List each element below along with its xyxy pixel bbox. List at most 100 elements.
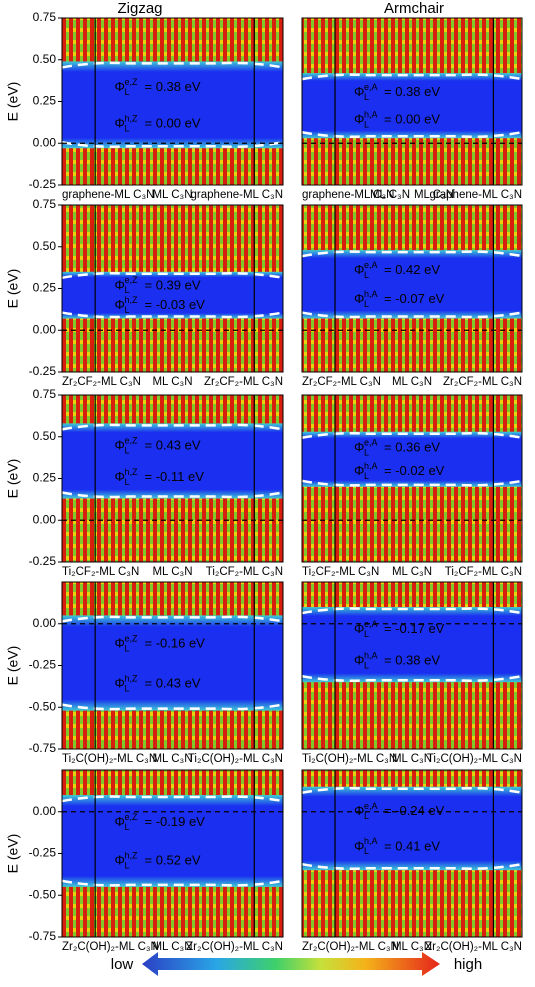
x-label: ML C₃N (152, 189, 192, 201)
annotation-value: = 0.38 eV (384, 84, 440, 99)
band-region (62, 423, 283, 499)
annotation-sup: h,A (364, 651, 378, 661)
x-label: Ti₂C(OH)₂-ML C₃N (427, 753, 522, 765)
annotation-sub: L (125, 822, 130, 832)
annotation-value: = 0.36 eV (384, 440, 440, 455)
column-title: Armchair (384, 0, 444, 17)
annotation-sup: e,A (364, 801, 378, 811)
panel: Φ Le,A = 0.38 eVΦ Lh,A = 0.00 eVgraphene-ML … (301, 17, 523, 201)
annotation-sup: e,Z (125, 275, 139, 285)
band-edge (301, 862, 523, 870)
x-label: graphene-ML C₃N (430, 189, 522, 201)
annotation-value: = 0.52 eV (145, 853, 201, 868)
annotation-value: = -0.11 eV (145, 469, 205, 484)
annotation-symbol: Φ (354, 803, 364, 818)
annotation-value: = 0.42 eV (384, 262, 440, 277)
x-label: Zr₂CF₂-ML C₃N (443, 376, 522, 388)
annotation-sup: e,Z (125, 435, 139, 445)
panel: Φ Le,A = -0.17 eVΦ Lh,A = 0.38 eVTi₂C(OH)₂-M… (301, 581, 523, 765)
colorbar-low: low (111, 956, 134, 973)
y-tick-label: 0.00 (33, 512, 57, 526)
y-tick-label: 0.25 (33, 94, 57, 108)
band-edge (301, 131, 523, 138)
y-tick-label: -0.75 (29, 741, 57, 755)
y-tick-label: 0.50 (33, 239, 57, 253)
annotation-symbol: Φ (354, 463, 364, 478)
band-region (62, 615, 283, 711)
y-tick-label: -0.50 (29, 699, 57, 713)
frame (301, 581, 523, 750)
y-axis-label: E (eV) (5, 646, 21, 686)
annotation-sub: L (364, 846, 369, 856)
x-label: Zr₂CF₂-ML C₃N (302, 376, 381, 388)
annotation-sub: L (364, 661, 369, 671)
annotation-value: = -0.07 eV (384, 291, 445, 306)
annotation-value: = -0.17 eV (384, 621, 445, 636)
y-tick-label: 0.50 (33, 52, 57, 66)
annotation-sup: e,A (364, 619, 378, 629)
panel: Φ Le,A = -0.24 eVΦ Lh,A = 0.41 eVZr₂C(OH)₂-M… (301, 769, 523, 953)
band-edge (301, 786, 523, 794)
annotation-symbol: Φ (115, 635, 125, 650)
annotation-sup: e,A (364, 82, 378, 92)
x-label: Ti₂C(OH)₂-ML C₃N (62, 753, 157, 765)
band-region (62, 795, 283, 887)
annotation-sub: L (364, 299, 369, 309)
x-label: Ti₂CF₂-ML C₃N (302, 566, 379, 578)
annotation-value: = -0.16 eV (145, 635, 206, 650)
annotation-sup: e,Z (125, 77, 139, 87)
band-edge (301, 250, 523, 258)
frame (301, 17, 523, 186)
y-tick-label: -0.25 (29, 364, 57, 378)
annotation-sub: L (125, 305, 130, 315)
annotation-sup: h,Z (125, 295, 139, 305)
annotation-value: = 0.43 eV (145, 675, 201, 690)
annotation-sub: L (125, 87, 130, 97)
band-edge (301, 674, 523, 682)
annotation-sub: L (125, 643, 130, 653)
annotation-sup: h,A (364, 461, 378, 471)
annotation-sub: L (364, 811, 369, 821)
colorbar-arrow (142, 952, 440, 976)
band-edge (301, 431, 523, 439)
y-axis-label: E (eV) (5, 459, 21, 499)
y-tick-label: 0.00 (33, 135, 57, 149)
x-label: ML C₃N (152, 376, 192, 388)
annotation-value: = 0.43 eV (145, 437, 201, 452)
panel: Φ Le,Z = -0.19 eVΦ Lh,Z = 0.52 eVZr₂C(OH)₂-M… (5, 769, 284, 953)
annotation-value: = 0.00 eV (384, 111, 440, 126)
x-label: ML C₃N (392, 753, 432, 765)
y-tick-label: -0.25 (29, 177, 57, 191)
y-tick-label: -0.25 (29, 554, 57, 568)
annotation-sub: L (125, 123, 130, 133)
y-axis-label: E (eV) (5, 834, 21, 874)
annotation-sub: L (364, 629, 369, 639)
band-region (302, 431, 522, 487)
x-label: Ti₂CF₂-ML C₃N (206, 566, 283, 578)
column-title: Zigzag (117, 0, 162, 17)
band-edge (61, 141, 284, 149)
y-tick-label: 0.00 (33, 804, 57, 818)
band-edge (61, 423, 284, 431)
annotation-symbol: Φ (354, 84, 364, 99)
x-label: Ti₂CF₂-ML C₃N (62, 566, 139, 578)
x-label: Zr₂C(OH)₂-ML C₃N (302, 941, 399, 953)
annotation-sup: h,Z (125, 113, 139, 123)
frame (301, 769, 523, 938)
annotation-symbol: Φ (354, 838, 364, 853)
annotation-sup: h,A (364, 836, 378, 846)
annotation-sub: L (125, 477, 130, 487)
band-edge (61, 795, 284, 803)
x-label: ML C₃N (152, 753, 192, 765)
y-tick-label: -0.75 (29, 929, 57, 943)
band-edge (61, 879, 284, 887)
annotation-sup: e,Z (125, 633, 139, 643)
x-label: Ti₂CF₂-ML C₃N (445, 566, 522, 578)
band-edge (61, 61, 284, 69)
band-edge (301, 311, 523, 319)
annotation-value: = -0.19 eV (145, 814, 206, 829)
band-region (302, 786, 522, 871)
